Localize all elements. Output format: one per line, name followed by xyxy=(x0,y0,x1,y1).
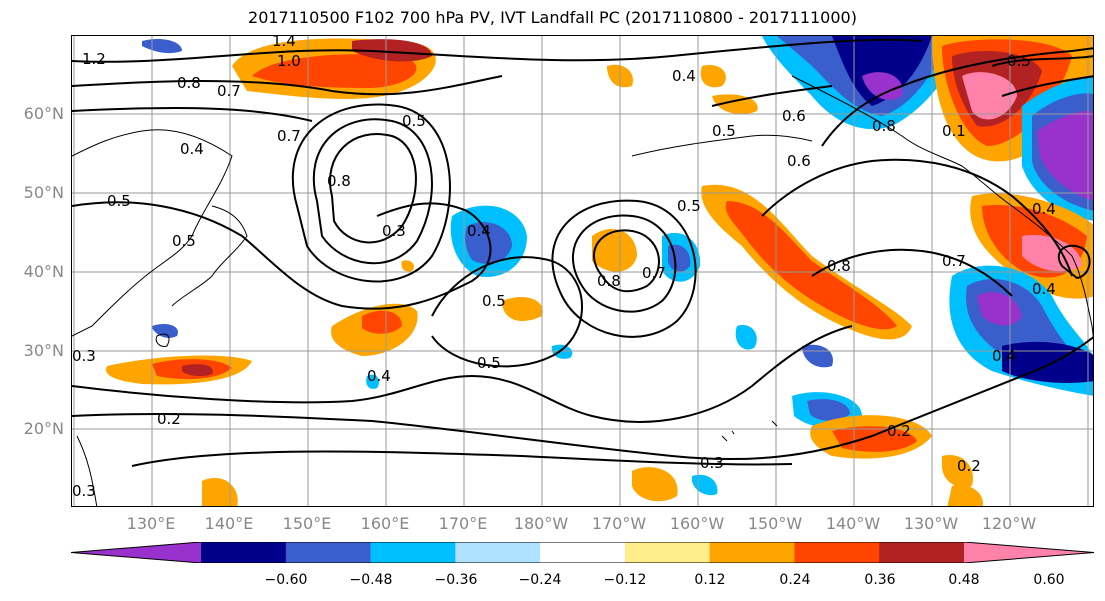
lon-label: 170°E xyxy=(438,514,488,533)
contour-label: 0.7 xyxy=(277,127,301,145)
colorbar-segment xyxy=(201,542,287,563)
colorbar-segment xyxy=(879,542,965,563)
colorbar-segment xyxy=(624,542,711,563)
contour-label: 0.6 xyxy=(787,152,811,170)
contour-label: 0.8 xyxy=(827,257,851,275)
colorbar xyxy=(71,542,1094,563)
contour-label: 1.2 xyxy=(82,50,106,68)
colorbar-tick: 0.36 xyxy=(864,572,896,588)
lon-label: 180°W xyxy=(513,514,569,533)
contour-label: 0.2 xyxy=(957,457,981,475)
map-title: 2017110500 F102 700 hPa PV, IVT Landfall… xyxy=(248,8,857,27)
lat-label: 20°N xyxy=(23,419,64,438)
contour-label: 0.4 xyxy=(672,67,696,85)
colorbar-tick: −0.60 xyxy=(264,572,308,588)
colorbar-tick: −0.48 xyxy=(349,572,393,588)
colorbar-segment xyxy=(709,542,795,563)
colorbar-segment xyxy=(455,542,541,563)
contour-label: 0.5 xyxy=(402,112,426,130)
contour-label: 0.8 xyxy=(872,117,896,135)
contour-label: 0.4 xyxy=(1032,200,1056,218)
colorbar-tick: −0.24 xyxy=(518,572,562,588)
colorbar-tick: 0.60 xyxy=(1033,572,1065,588)
contour-label: 0.3 xyxy=(72,347,96,365)
contour-label: 1.0 xyxy=(277,52,301,70)
contour-label: 0.5 xyxy=(482,292,506,310)
contour-label: 0.6 xyxy=(782,107,806,125)
lon-label: 160°W xyxy=(669,514,725,533)
contour-label: 0.3 xyxy=(382,222,406,240)
coastlines xyxy=(72,75,1093,506)
contour-label: 0.7 xyxy=(217,82,241,100)
colorbar-segment xyxy=(370,542,456,563)
pv-contours xyxy=(72,38,1093,467)
lon-label: 170°W xyxy=(591,514,647,533)
colorbar-segment xyxy=(285,542,372,563)
lat-label: 50°N xyxy=(23,183,64,202)
contour-label: 0.8 xyxy=(177,74,201,92)
contour-label: 0.7 xyxy=(642,264,666,282)
colorbar-segments xyxy=(71,542,1094,563)
contour-label: 0.3 xyxy=(72,482,96,500)
lat-label: 60°N xyxy=(23,104,64,123)
contour-label: 0.3 xyxy=(700,454,724,472)
contour-label: 1.4 xyxy=(272,36,296,50)
graticule xyxy=(72,36,1093,506)
contour-label: 0.4 xyxy=(467,222,491,240)
contour-label: 0.8 xyxy=(597,272,621,290)
lon-label: 150°E xyxy=(282,514,332,533)
lon-label: 140°E xyxy=(204,514,254,533)
colorbar-tick: −0.12 xyxy=(603,572,647,588)
contour-label: 0.5 xyxy=(712,122,736,140)
lon-label: 130°W xyxy=(903,514,959,533)
contour-label: 0.4 xyxy=(1032,280,1056,298)
contour-label: 0.8 xyxy=(327,172,351,190)
contour-label: 0.5 xyxy=(677,197,701,215)
pv-ivt-map: 1.2 1.4 1.0 0.8 0.7 0.7 0.4 0.5 0.5 0.8 … xyxy=(71,35,1094,507)
lat-label: 40°N xyxy=(23,262,64,281)
lon-label: 130°E xyxy=(126,514,176,533)
colorbar-tick: 0.12 xyxy=(694,572,726,588)
contour-label: 0.5 xyxy=(107,192,131,210)
colorbar-tick: 0.24 xyxy=(779,572,811,588)
colorbar-extend-high xyxy=(964,542,1094,563)
contour-label: 0.4 xyxy=(992,347,1016,365)
lat-label: 30°N xyxy=(23,341,64,360)
colorbar-segment xyxy=(794,542,880,563)
colorbar-extend-low xyxy=(71,542,201,563)
lon-label: 150°W xyxy=(747,514,803,533)
contour-labels: 1.2 1.4 1.0 0.8 0.7 0.7 0.4 0.5 0.5 0.8 … xyxy=(72,36,1056,500)
contour-label: 0.4 xyxy=(367,367,391,385)
contour-label: 0.5 xyxy=(1007,52,1031,70)
contour-label: 0.5 xyxy=(477,354,501,372)
contour-label: 0.5 xyxy=(172,232,196,250)
colorbar-tick: −0.36 xyxy=(434,572,478,588)
contour-label: 0.4 xyxy=(180,140,204,158)
lon-label: 120°W xyxy=(981,514,1037,533)
map-canvas: 1.2 1.4 1.0 0.8 0.7 0.7 0.4 0.5 0.5 0.8 … xyxy=(72,36,1093,506)
colorbar-tick: 0.48 xyxy=(948,572,980,588)
contour-label: 0.7 xyxy=(942,252,966,270)
contour-label: 0.1 xyxy=(942,122,966,140)
lon-label: 140°W xyxy=(825,514,881,533)
contour-label: 0.2 xyxy=(157,410,181,428)
contour-label: 0.2 xyxy=(887,422,911,440)
lon-label: 160°E xyxy=(360,514,410,533)
colorbar-segment xyxy=(540,542,626,563)
